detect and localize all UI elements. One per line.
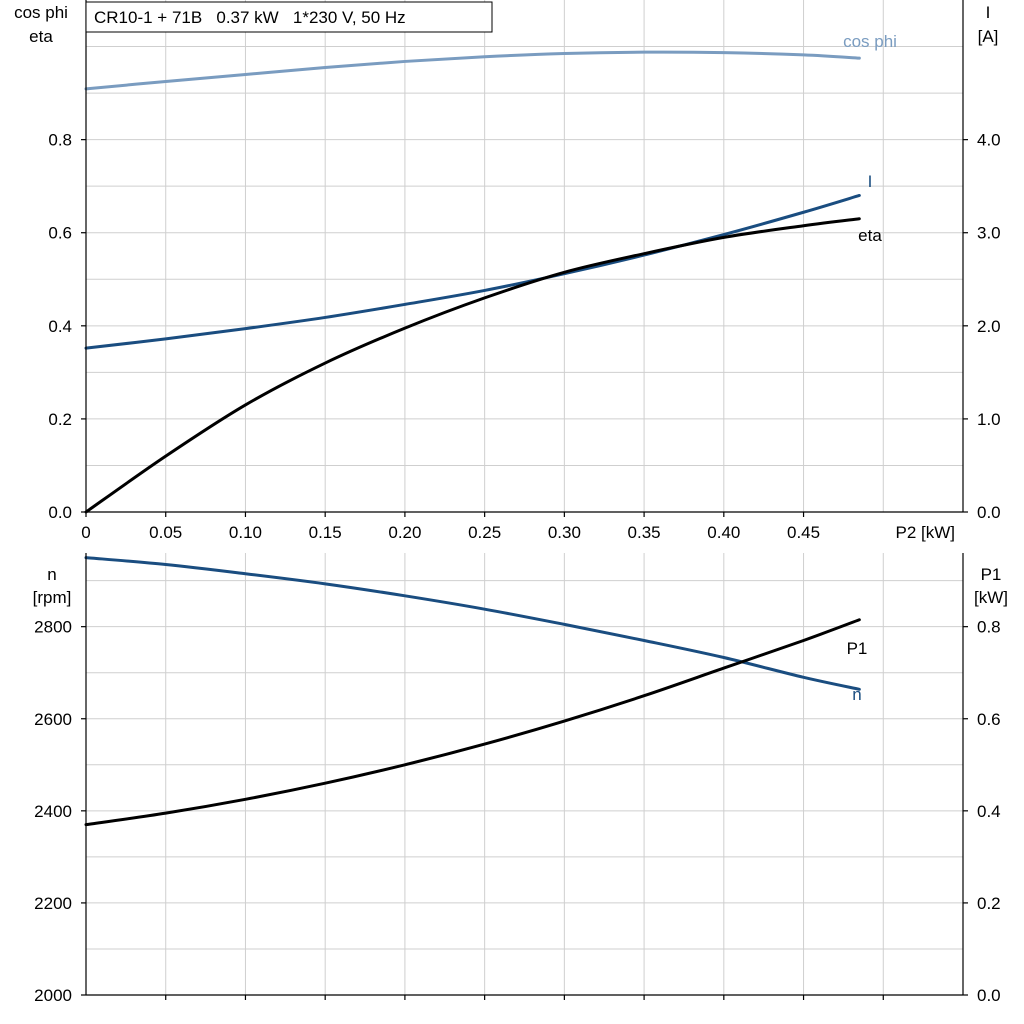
x-tick-label: 0.10: [229, 523, 262, 542]
bottom-right-axis-title-line1: P1: [981, 565, 1002, 584]
right-tick-label: 0.4: [977, 802, 1001, 821]
right-tick-label: 0.2: [977, 894, 1001, 913]
right-tick-label: 4.0: [977, 131, 1001, 150]
left-tick-label: 2000: [34, 986, 72, 1005]
bottom-curves: [84, 556, 861, 827]
top-ticks: 0.0 0.2 0.4 0.6 0.8 0.0 1.0 2.0 3.0 4.0 0 0.05 0.10 0…: [48, 131, 1000, 542]
left-tick-label: 2400: [34, 802, 72, 821]
left-tick-label: 0.6: [48, 224, 72, 243]
left-tick-label: 2800: [34, 618, 72, 637]
x-tick-label: 0.30: [548, 523, 581, 542]
series-line-n: [84, 556, 861, 691]
left-tick-label: 0.0: [48, 503, 72, 522]
right-tick-label: 0.0: [977, 503, 1001, 522]
right-tick-label: 0.8: [977, 618, 1001, 637]
title-box: [85, 1, 493, 33]
series-line-cos-phi: [84, 50, 861, 91]
right-tick-label: 3.0: [977, 224, 1001, 243]
top-right-axis-title-line2: [A]: [978, 27, 999, 46]
bottom-right-axis-title-line2: [kW]: [974, 588, 1008, 607]
bottom-panel: 2000 2200 2400 2600 2800 0.0 0.2 0.4 0.6 0.8 n [r…: [33, 553, 1008, 1005]
series-line-i: [84, 193, 861, 350]
x-tick-label: 0.35: [628, 523, 661, 542]
series-label-i: I: [868, 172, 873, 191]
left-tick-label: 2200: [34, 894, 72, 913]
right-tick-label: 0.0: [977, 986, 1001, 1005]
series-line-eta: [84, 217, 861, 514]
top-x-axis-title: P2 [kW]: [895, 523, 955, 542]
top-right-axis-title-line1: I: [986, 3, 991, 22]
series-line-p1: [84, 618, 861, 827]
x-tick-label: 0.15: [309, 523, 342, 542]
top-grid: [86, 0, 963, 512]
chart-title: CR10-1 + 71B 0.37 kW 1*230 V, 50 Hz: [94, 8, 406, 27]
bottom-left-axis-title-line2: [rpm]: [33, 588, 72, 607]
top-curves: [84, 50, 861, 514]
series-label-n: n: [852, 685, 861, 704]
bottom-ticks: 2000 2200 2400 2600 2800 0.0 0.2 0.4 0.6 0.8: [34, 618, 1000, 1005]
x-tick-label: 0.25: [468, 523, 501, 542]
x-tick-label: 0.40: [707, 523, 740, 542]
x-tick-label: 0.05: [149, 523, 182, 542]
bottom-grid: [86, 553, 963, 995]
bottom-left-axis-title-line1: n: [47, 565, 56, 584]
series-label-eta: eta: [858, 226, 882, 245]
x-tick-label: 0.45: [787, 523, 820, 542]
x-tick-label: 0.20: [388, 523, 421, 542]
left-tick-label: 0.8: [48, 131, 72, 150]
x-tick-label: 0: [81, 523, 90, 542]
series-label-cos-phi: cos phi: [843, 32, 897, 51]
right-tick-label: 1.0: [977, 410, 1001, 429]
left-tick-label: 0.2: [48, 410, 72, 429]
top-panel: 0.0 0.2 0.4 0.6 0.8 0.0 1.0 2.0 3.0 4.0 0 0.05 0.10 0…: [14, 0, 1001, 542]
left-tick-label: 0.4: [48, 317, 72, 336]
top-left-axis-title-line1: cos phi: [14, 3, 68, 22]
series-label-p1: P1: [847, 639, 868, 658]
left-tick-label: 2600: [34, 710, 72, 729]
top-left-axis-title-line2: eta: [29, 27, 53, 46]
right-tick-label: 0.6: [977, 710, 1001, 729]
right-tick-label: 2.0: [977, 317, 1001, 336]
